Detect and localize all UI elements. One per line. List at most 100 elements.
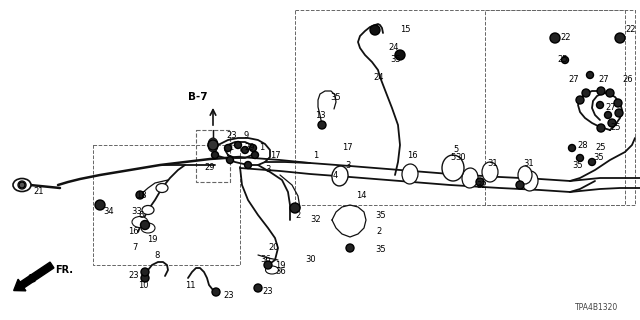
Text: 11: 11 xyxy=(185,281,195,290)
Text: 35: 35 xyxy=(330,93,340,102)
Text: 25: 25 xyxy=(610,124,621,132)
Text: TPA4B1320: TPA4B1320 xyxy=(575,303,618,313)
Circle shape xyxy=(141,220,150,229)
Text: 23: 23 xyxy=(226,131,237,140)
Text: 31: 31 xyxy=(487,158,498,167)
Text: 22: 22 xyxy=(625,26,636,35)
Text: 3: 3 xyxy=(265,165,270,174)
Circle shape xyxy=(516,181,524,189)
Text: 3: 3 xyxy=(345,161,350,170)
Circle shape xyxy=(227,156,234,164)
Circle shape xyxy=(211,151,218,158)
Text: 23: 23 xyxy=(128,270,139,279)
FancyArrow shape xyxy=(13,262,54,291)
Text: 7: 7 xyxy=(132,243,138,252)
Text: 32: 32 xyxy=(476,180,486,189)
Text: 13: 13 xyxy=(315,110,326,119)
Text: 24: 24 xyxy=(373,74,383,83)
Text: 23: 23 xyxy=(262,287,273,297)
Text: 19: 19 xyxy=(275,260,285,269)
Text: 23: 23 xyxy=(223,291,234,300)
Circle shape xyxy=(244,162,252,169)
Circle shape xyxy=(606,89,614,97)
Text: 21: 21 xyxy=(33,188,44,196)
Ellipse shape xyxy=(462,168,478,188)
Circle shape xyxy=(589,158,595,165)
Text: 27: 27 xyxy=(568,76,579,84)
Text: 4: 4 xyxy=(333,171,339,180)
Circle shape xyxy=(615,33,625,43)
Circle shape xyxy=(577,155,584,162)
Circle shape xyxy=(568,145,575,151)
Text: 34: 34 xyxy=(103,206,114,215)
Text: 25: 25 xyxy=(557,55,568,65)
Text: FR.: FR. xyxy=(55,265,73,275)
Ellipse shape xyxy=(141,223,155,233)
Ellipse shape xyxy=(442,155,464,181)
Text: 16: 16 xyxy=(128,228,139,236)
Circle shape xyxy=(252,151,259,158)
Text: 17: 17 xyxy=(342,143,353,153)
Text: 6: 6 xyxy=(138,211,143,220)
Text: 2: 2 xyxy=(376,228,381,236)
Circle shape xyxy=(264,261,272,269)
Circle shape xyxy=(476,178,484,186)
Circle shape xyxy=(254,284,262,292)
Circle shape xyxy=(136,191,144,199)
Text: 28: 28 xyxy=(577,140,588,149)
Text: 19: 19 xyxy=(147,236,157,244)
Ellipse shape xyxy=(156,183,168,193)
Text: 2: 2 xyxy=(295,211,300,220)
Text: 30: 30 xyxy=(305,255,316,265)
Text: 27: 27 xyxy=(598,76,609,84)
Circle shape xyxy=(346,244,354,252)
Circle shape xyxy=(395,50,405,60)
Circle shape xyxy=(561,57,568,63)
Circle shape xyxy=(597,124,605,132)
Text: 17: 17 xyxy=(270,150,280,159)
Text: 20: 20 xyxy=(268,244,278,252)
Text: 35: 35 xyxy=(390,55,401,65)
Circle shape xyxy=(605,111,611,118)
Circle shape xyxy=(290,203,300,213)
Circle shape xyxy=(550,33,560,43)
Circle shape xyxy=(141,274,149,282)
Circle shape xyxy=(19,182,25,188)
Ellipse shape xyxy=(208,138,218,152)
Circle shape xyxy=(608,119,616,127)
Bar xyxy=(295,10,625,205)
Circle shape xyxy=(234,141,241,148)
Bar xyxy=(196,130,230,182)
Text: 14: 14 xyxy=(356,190,367,199)
Ellipse shape xyxy=(13,179,31,191)
Text: B-7: B-7 xyxy=(188,92,208,102)
Circle shape xyxy=(615,109,623,117)
Circle shape xyxy=(370,25,380,35)
Text: 35: 35 xyxy=(375,245,386,254)
Text: 29: 29 xyxy=(204,164,214,172)
Circle shape xyxy=(586,71,593,78)
Text: 35: 35 xyxy=(375,211,386,220)
Ellipse shape xyxy=(518,166,532,184)
Text: 5: 5 xyxy=(453,146,458,155)
Circle shape xyxy=(18,181,26,189)
Circle shape xyxy=(596,101,604,108)
Bar xyxy=(93,145,240,265)
Text: 22: 22 xyxy=(560,34,570,43)
Circle shape xyxy=(250,145,257,151)
Text: 1: 1 xyxy=(228,143,233,153)
Ellipse shape xyxy=(332,166,348,186)
Ellipse shape xyxy=(482,162,498,182)
Circle shape xyxy=(582,89,590,97)
Circle shape xyxy=(614,99,622,107)
Ellipse shape xyxy=(402,164,418,184)
Circle shape xyxy=(241,147,248,154)
Text: 1: 1 xyxy=(259,143,264,153)
Text: 33: 33 xyxy=(131,207,141,217)
Text: 26: 26 xyxy=(622,76,632,84)
Circle shape xyxy=(225,145,232,151)
Text: 1: 1 xyxy=(313,150,318,159)
Text: 15: 15 xyxy=(400,26,410,35)
Text: 25: 25 xyxy=(595,143,605,153)
Text: 24: 24 xyxy=(388,44,399,52)
